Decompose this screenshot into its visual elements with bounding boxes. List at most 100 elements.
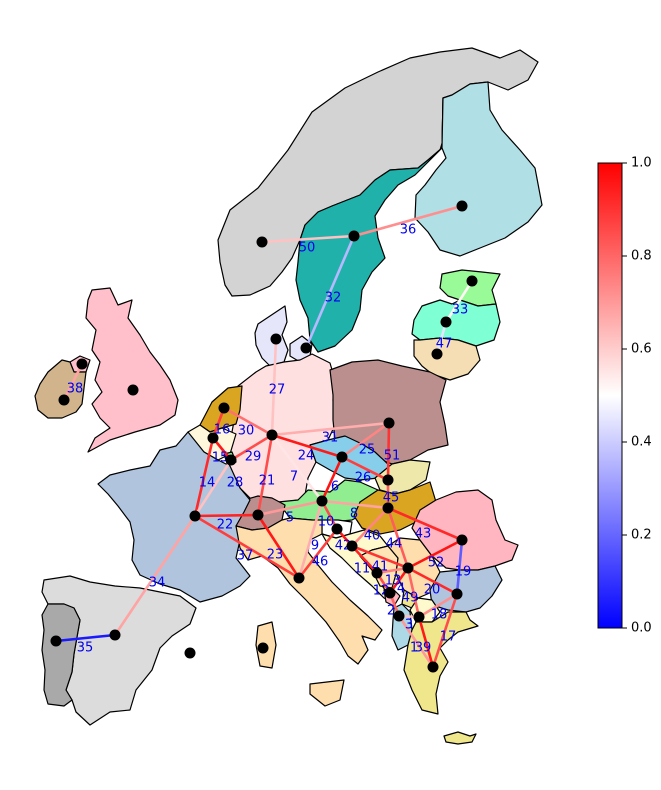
edge-label-37: 37 xyxy=(237,549,254,564)
colorbar-gradient xyxy=(597,162,623,629)
country-ireland xyxy=(34,359,87,419)
node-croatia xyxy=(346,540,358,552)
edge-46 xyxy=(297,527,339,580)
node-latvia xyxy=(466,275,478,287)
edge-label-5: 5 xyxy=(286,511,294,526)
edge-18 xyxy=(417,592,459,619)
colorbar-tick-label: 0.2 xyxy=(631,528,652,543)
country-uk xyxy=(85,287,179,453)
edge-label-31: 31 xyxy=(322,431,339,446)
edge-52 xyxy=(406,538,464,570)
edge-label-45: 45 xyxy=(383,491,400,506)
edge-35 xyxy=(54,633,117,643)
edge-label-7: 7 xyxy=(290,470,298,485)
colorbar-tick-label: 0.4 xyxy=(631,435,652,450)
edge-label-20: 20 xyxy=(424,583,441,598)
node-finland xyxy=(456,200,468,212)
edge-label-33: 33 xyxy=(452,303,469,318)
node-poland xyxy=(383,417,395,429)
country-finland xyxy=(414,81,543,257)
node-ireland-n xyxy=(76,358,88,370)
edge-34 xyxy=(113,514,197,637)
edge-label-34: 34 xyxy=(149,576,166,591)
edge-33 xyxy=(444,279,474,324)
edge-8 xyxy=(320,499,390,510)
edge-label-6: 6 xyxy=(331,480,339,495)
edge-28 xyxy=(193,458,233,518)
edge-label-19: 19 xyxy=(455,565,472,580)
node-germany xyxy=(266,429,278,441)
edge-9 xyxy=(297,499,324,580)
node-luxembourg xyxy=(225,454,237,466)
edge-40 xyxy=(350,506,390,548)
node-portugal xyxy=(50,635,62,647)
edge-label-29: 29 xyxy=(245,450,262,465)
edge-14 xyxy=(193,436,215,518)
node-estonia xyxy=(431,348,443,360)
node-uk xyxy=(127,384,139,396)
edge-label-36: 36 xyxy=(400,223,417,238)
edge-label-15: 15 xyxy=(212,451,229,466)
edge-24 xyxy=(270,433,344,459)
node-denmark xyxy=(270,333,282,345)
edge-5 xyxy=(256,499,324,517)
country-crete xyxy=(443,731,477,745)
edge-43 xyxy=(386,506,464,542)
node-ireland xyxy=(58,394,70,406)
country-sweden xyxy=(295,97,447,353)
country-italy xyxy=(235,517,383,665)
edge-1 xyxy=(397,614,435,669)
edge-label-26: 26 xyxy=(355,471,372,486)
colorbar-ticks: 0.0 0.2 0.4 0.6 0.8 1.0 xyxy=(622,156,652,636)
node-netherlands xyxy=(218,402,230,414)
edge-label-27: 27 xyxy=(269,383,286,398)
edge-17 xyxy=(431,592,459,669)
edge-label-10: 10 xyxy=(318,515,335,530)
node-france xyxy=(189,510,201,522)
edge-19 xyxy=(455,538,464,596)
edge-22 xyxy=(193,513,260,518)
edge-label-39: 39 xyxy=(415,641,432,656)
colorbar-tick-label: 0.0 xyxy=(631,621,652,636)
node-spain xyxy=(109,629,121,641)
edge-label-52: 52 xyxy=(428,556,445,571)
edge-32 xyxy=(304,234,356,350)
node-norway xyxy=(256,236,268,248)
edge-29 xyxy=(229,433,274,462)
country-lithuania xyxy=(413,337,481,381)
edge-label-1: 1 xyxy=(410,641,418,656)
node-bosnia xyxy=(371,567,383,579)
node-italy xyxy=(293,572,305,584)
edge-37 xyxy=(193,514,301,580)
edge-47 xyxy=(435,320,448,356)
edge-11 xyxy=(350,544,379,575)
node-serbia xyxy=(402,562,414,574)
node-greece xyxy=(427,661,439,673)
colorbar: 0.0 0.2 0.4 0.6 0.8 1.0 xyxy=(597,156,652,636)
country-poland xyxy=(329,359,449,465)
node-montenegro xyxy=(384,587,396,599)
edge-label-8: 8 xyxy=(350,507,358,522)
colorbar-tick-label: 0.8 xyxy=(631,249,652,264)
node-albania xyxy=(393,610,405,622)
node-switzerland xyxy=(252,509,264,521)
edge-38 xyxy=(62,362,84,402)
edge-31 xyxy=(270,421,391,437)
edge-41 xyxy=(350,544,410,570)
edge-label-11: 11 xyxy=(354,562,371,577)
edge-36 xyxy=(352,204,464,238)
edge-label-24: 24 xyxy=(298,449,315,464)
edge-label-50: 50 xyxy=(299,241,316,256)
edge-label-28: 28 xyxy=(227,476,244,491)
edge-label-23: 23 xyxy=(267,548,284,563)
edge-label-46: 46 xyxy=(312,555,329,570)
edge-label-21: 21 xyxy=(259,474,276,489)
edge-39 xyxy=(417,615,435,669)
graph-edges xyxy=(54,204,474,669)
country-portugal xyxy=(41,603,81,707)
country-france xyxy=(97,431,251,603)
node-zealand xyxy=(300,342,312,354)
graph-nodes xyxy=(50,200,478,673)
edge-label-9: 9 xyxy=(311,539,319,554)
